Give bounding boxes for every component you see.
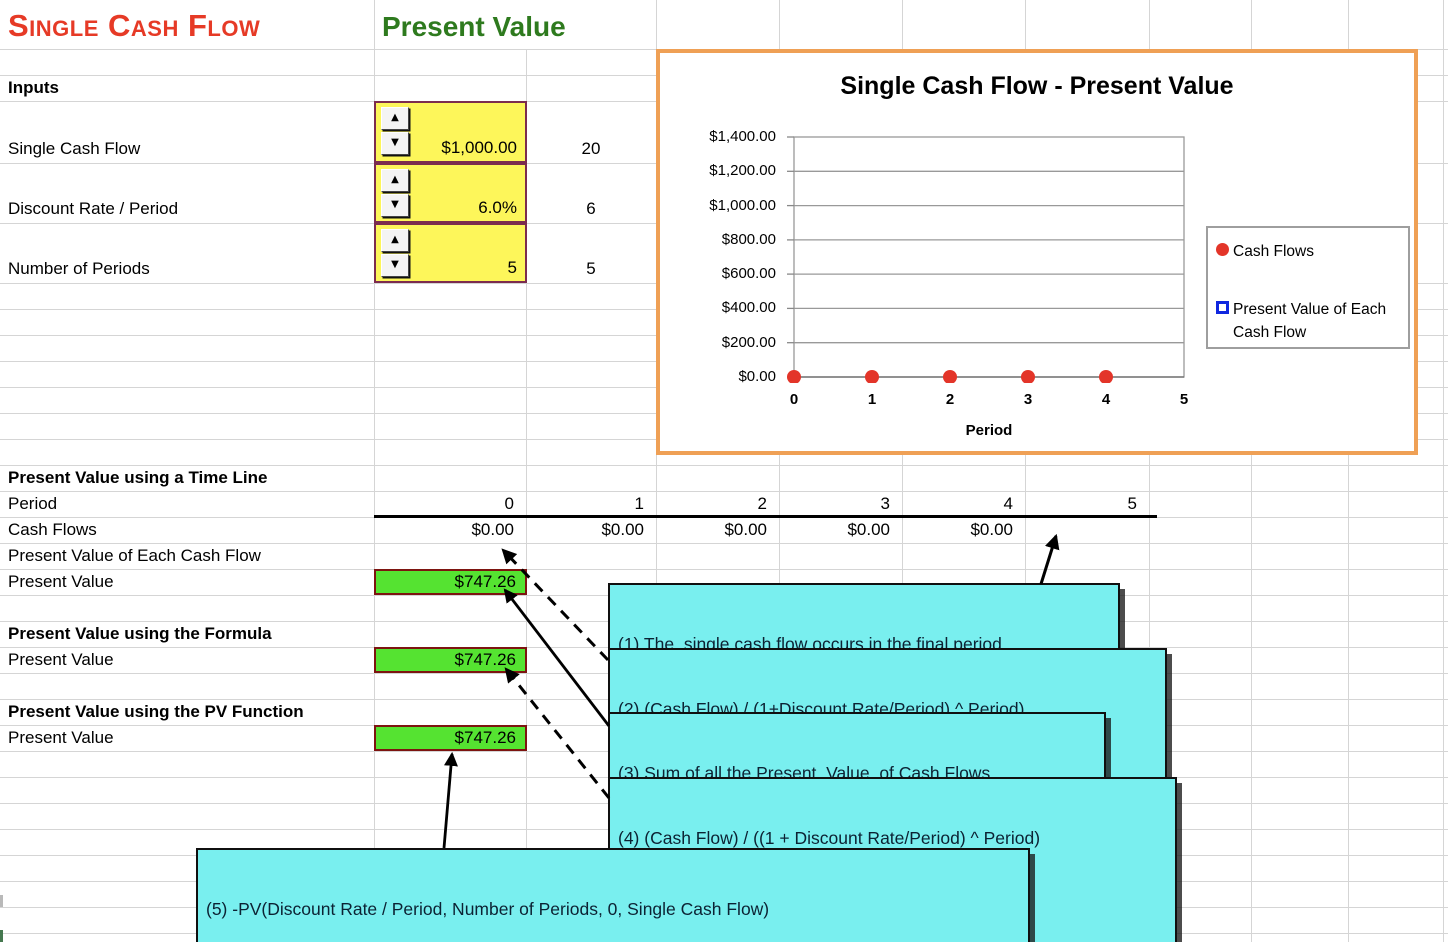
y-tick-label: $600.00 [721, 265, 776, 282]
gridline [902, 0, 903, 942]
cash-flows-data-points [787, 370, 1113, 383]
number-of-periods-value: 5 [507, 258, 517, 277]
formula-header: Present Value using the Formula [8, 624, 272, 643]
gridline [1348, 0, 1349, 942]
gridline [656, 0, 657, 942]
y-tick-label: $200.00 [721, 334, 776, 351]
y-tick-label: $1,400.00 [709, 128, 776, 145]
y-tick-label: $1,200.00 [709, 162, 776, 179]
pv-each-row-label: Present Value of Each Cash Flow [8, 546, 261, 565]
callout-5: (5) -PV(Discount Rate / Period, Number o… [196, 848, 1030, 942]
x-tick-label: 1 [867, 391, 877, 408]
number-of-periods-cell[interactable]: ▲ ▼ 5 [374, 223, 527, 283]
legend-red-circle-icon [1216, 243, 1229, 256]
period-cell: 0 [504, 494, 514, 513]
discount-rate-spinner: ▲ ▼ [381, 169, 409, 219]
sheet-title: Single Cash Flow [8, 8, 261, 43]
number-of-periods-aux: 5 [586, 259, 596, 278]
x-tick-label: 2 [945, 391, 955, 408]
gridline [526, 49, 527, 942]
legend-label-cash-flows: Cash Flows [1233, 243, 1314, 260]
cash-flow-cell: $0.00 [847, 520, 890, 539]
period-cell: 1 [634, 494, 644, 513]
period-cell: 5 [1127, 494, 1137, 513]
x-tick-label: 3 [1023, 391, 1033, 408]
cash-flows-row-label: Cash Flows [8, 520, 97, 539]
single-cash-flow-aux: 20 [581, 139, 601, 158]
gridline [1251, 0, 1252, 942]
input-label-discount-rate: Discount Rate / Period [8, 199, 179, 218]
spin-up-button[interactable]: ▲ [381, 107, 409, 130]
pv-row-label: Present Value [8, 650, 114, 669]
cash-flow-cell: $0.00 [724, 520, 767, 539]
chart-title: Single Cash Flow - Present Value [840, 72, 1234, 100]
discount-rate-aux: 6 [586, 199, 596, 218]
sheet-subtitle: Present Value [382, 11, 566, 42]
pv-row-label: Present Value [8, 728, 114, 747]
spin-up-button[interactable]: ▲ [381, 229, 409, 252]
single-cash-flow-spinner: ▲ ▼ [381, 107, 409, 157]
spin-down-button[interactable]: ▼ [381, 254, 409, 277]
plot-area [787, 136, 1185, 383]
inputs-header: Inputs [8, 78, 59, 97]
y-tick-label: $400.00 [721, 299, 776, 316]
left-edge-sliver-gray [0, 895, 3, 907]
gridline [1149, 0, 1150, 942]
timeline-axis [374, 515, 1157, 518]
discount-rate-cell[interactable]: ▲ ▼ 6.0% [374, 163, 527, 223]
x-tick-label: 4 [1101, 391, 1111, 408]
spin-down-button[interactable]: ▼ [381, 132, 409, 155]
gridline [374, 0, 375, 942]
gridline [0, 543, 1448, 544]
x-tick-label: 5 [1179, 391, 1189, 408]
period-row-label: Period [8, 494, 58, 513]
pv-row-label: Present Value [8, 572, 114, 591]
number-of-periods-spinner: ▲ ▼ [381, 229, 409, 279]
input-label-number-of-periods: Number of Periods [8, 259, 150, 278]
pv-formula-result-cell[interactable]: $747.26 [374, 647, 527, 673]
y-tick-label: $800.00 [721, 231, 776, 248]
pv-function-header: Present Value using the PV Function [8, 702, 304, 721]
gridline [0, 465, 1448, 466]
input-label-single-cash-flow: Single Cash Flow [8, 139, 141, 158]
gridline [779, 0, 780, 942]
y-tick-label: $1,000.00 [709, 197, 776, 214]
timeline-header: Present Value using a Time Line [8, 468, 268, 487]
gridline [1025, 0, 1026, 942]
pv-function-result-cell[interactable]: $747.26 [374, 725, 527, 751]
legend-blue-square-icon [1216, 301, 1229, 314]
spin-up-button[interactable]: ▲ [381, 169, 409, 192]
legend-label-pv-each: Present Value of Each Cash Flow [1233, 301, 1387, 341]
gridline [0, 491, 1448, 492]
discount-rate-value: 6.0% [478, 198, 517, 217]
period-cell: 2 [757, 494, 767, 513]
chart-legend: Cash Flows Present Value of Each Cash Fl… [1206, 226, 1410, 349]
spin-down-button[interactable]: ▼ [381, 194, 409, 217]
single-cash-flow-value: $1,000.00 [441, 138, 517, 157]
cash-flow-cell: $0.00 [471, 520, 514, 539]
gridline [0, 569, 1448, 570]
cash-flow-cell: $0.00 [601, 520, 644, 539]
period-cell: 4 [1003, 494, 1013, 513]
gridline [1443, 0, 1444, 942]
left-edge-sliver-green [0, 930, 3, 942]
x-tick-label: 0 [789, 391, 799, 408]
y-tick-label: $0.00 [738, 368, 776, 385]
cash-flow-cell: $0.00 [970, 520, 1013, 539]
x-axis-title: Period [965, 422, 1013, 439]
single-cash-flow-cell[interactable]: ▲ ▼ $1,000.00 [374, 101, 527, 163]
period-cell: 3 [880, 494, 890, 513]
pv-timeline-result-cell[interactable]: $747.26 [374, 569, 527, 595]
embedded-chart: Single Cash Flow - Present Value $1,400.… [656, 49, 1418, 455]
